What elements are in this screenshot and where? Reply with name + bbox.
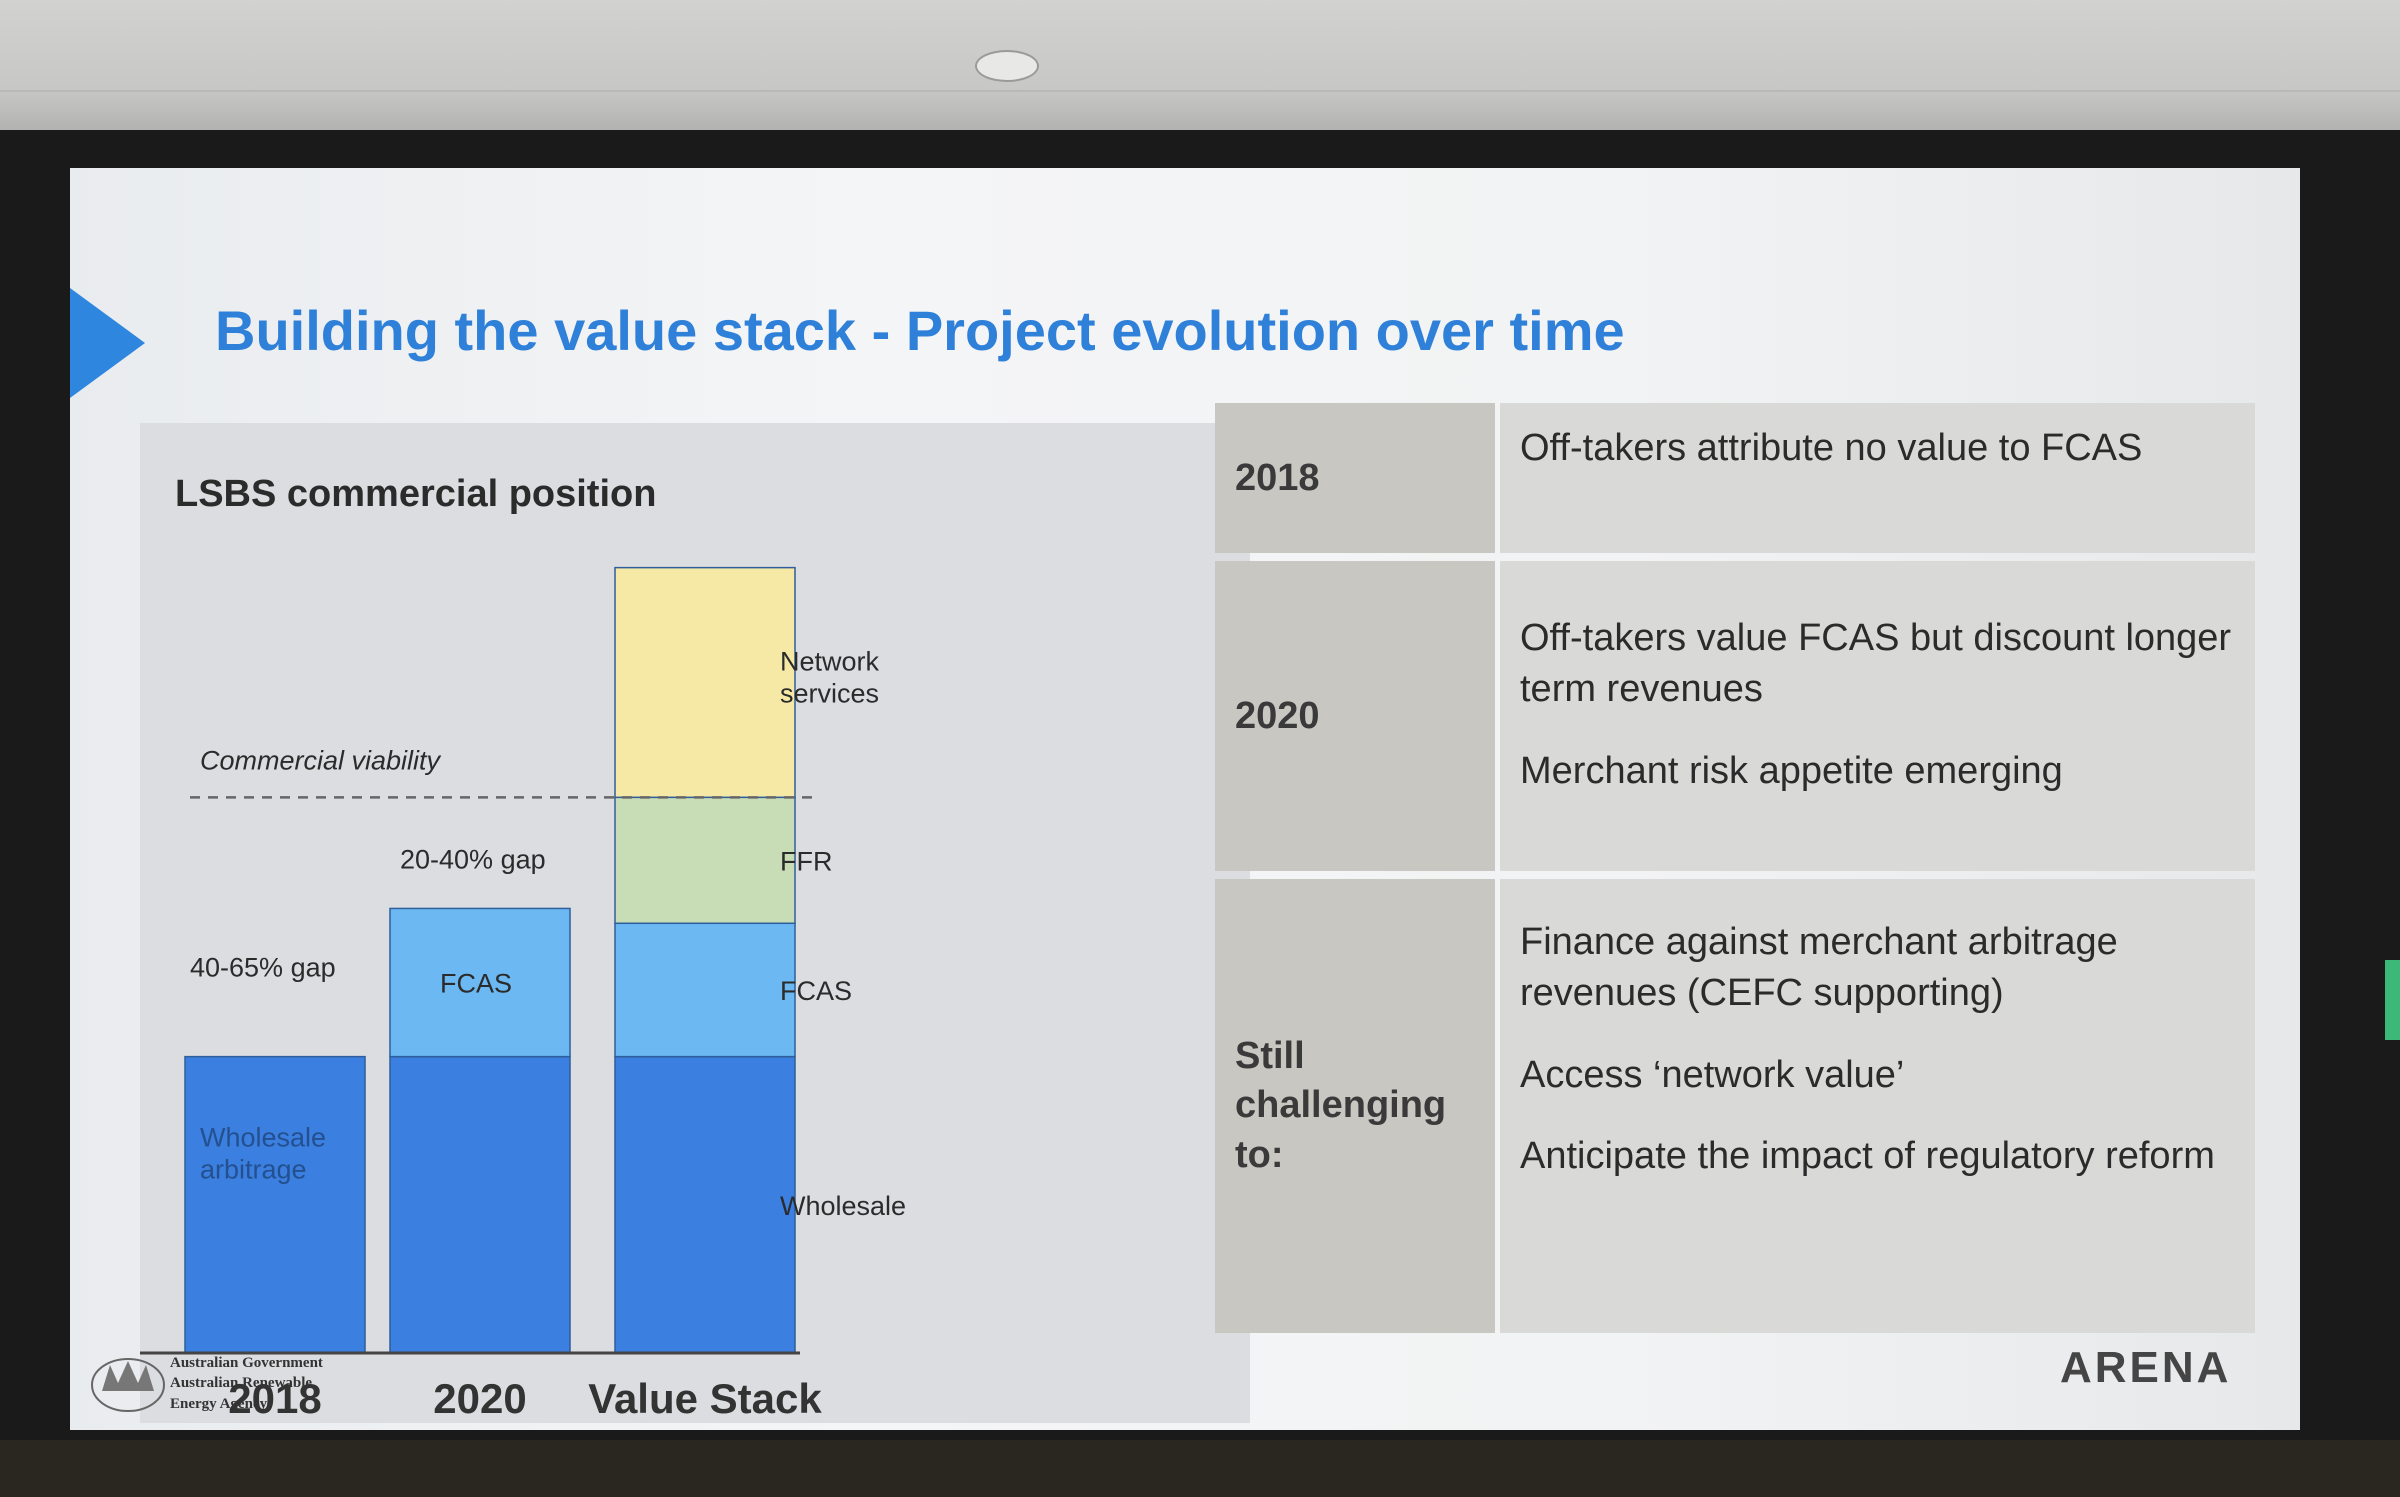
threshold-label: Commercial viability — [200, 745, 442, 775]
bar-segment-fcas — [614, 922, 796, 1058]
segment-label: Wholesale — [780, 1191, 906, 1221]
row-description: Off-takers attribute no value to FCAS — [1500, 403, 2255, 553]
bar-segment-wholesale — [184, 1055, 366, 1354]
row-item: Merchant risk appetite emerging — [1520, 749, 2063, 792]
table-row: 2020 Off-takers value FCAS but discount … — [1215, 561, 2255, 871]
row-item: Anticipate the impact of regulatory refo… — [1520, 1134, 2215, 1177]
bar-label: Wholesale — [200, 1123, 326, 1153]
gov-line: Energy Agency — [170, 1395, 268, 1412]
bar-segment-fcas — [389, 907, 571, 1058]
table-row: Still challenging to: Finance against me… — [1215, 879, 2255, 1333]
category-label: 2018 — [228, 1375, 321, 1422]
bar-label: FCAS — [440, 969, 512, 999]
row-item: Finance against merchant arbitrage reven… — [1520, 921, 2118, 1015]
bar-segment-network-services — [614, 566, 796, 799]
exit-sign-edge — [2385, 960, 2400, 1040]
bar-label: arbitrage — [200, 1155, 307, 1185]
slide: Building the value stack - Project evolu… — [70, 168, 2300, 1430]
slide-title: Building the value stack - Project evolu… — [215, 299, 1625, 362]
row-description: Off-takers value FCAS but discount longe… — [1500, 561, 2255, 871]
segment-label: services — [780, 678, 879, 708]
arena-logo: ARENA — [2060, 1343, 2232, 1392]
row-item: Off-takers attribute no value to FCAS — [1520, 427, 2143, 469]
row-label: 2020 — [1215, 561, 1495, 871]
gap-label: 40-65% gap — [190, 953, 336, 983]
room-floor — [0, 1440, 2400, 1497]
segment-label: FFR — [780, 846, 832, 876]
chart-title: LSBS commercial position — [175, 473, 657, 515]
gov-line: Australian Government — [170, 1355, 323, 1371]
category-label: Value Stack — [588, 1375, 822, 1422]
ceiling-speaker — [975, 50, 1039, 82]
slide-arrow-marker — [70, 288, 145, 398]
gap-label: 20-40% gap — [400, 844, 546, 874]
table-row: 2018 Off-takers attribute no value to FC… — [1215, 403, 2255, 553]
row-item: Access ‘network value’ — [1520, 1053, 1905, 1096]
government-agency-text: Australian Government Australian Renewab… — [170, 1353, 323, 1414]
segment-label: Network — [780, 646, 880, 676]
evolution-table: 2018 Off-takers attribute no value to FC… — [1215, 403, 2255, 1333]
stacked-bar-chart: Commercial viability 40-65% gap 20-40% gap… — [140, 566, 906, 1422]
category-label: 2020 — [433, 1375, 526, 1422]
bar-segment-ffr — [614, 796, 796, 925]
room-ceiling — [0, 0, 2400, 150]
row-label: 2018 — [1215, 403, 1495, 553]
segment-label: FCAS — [780, 976, 852, 1006]
bar-segment-wholesale — [389, 1055, 571, 1354]
ceiling-seam — [0, 90, 2400, 92]
row-description: Finance against merchant arbitrage reven… — [1500, 879, 2255, 1333]
row-item: Off-takers value FCAS but discount longe… — [1520, 617, 2232, 711]
australian-government-crest-icon — [91, 1358, 165, 1412]
bar-segment-wholesale — [614, 1055, 796, 1354]
gov-line: Australian Renewable — [170, 1375, 313, 1392]
row-label: Still challenging to: — [1215, 879, 1495, 1333]
